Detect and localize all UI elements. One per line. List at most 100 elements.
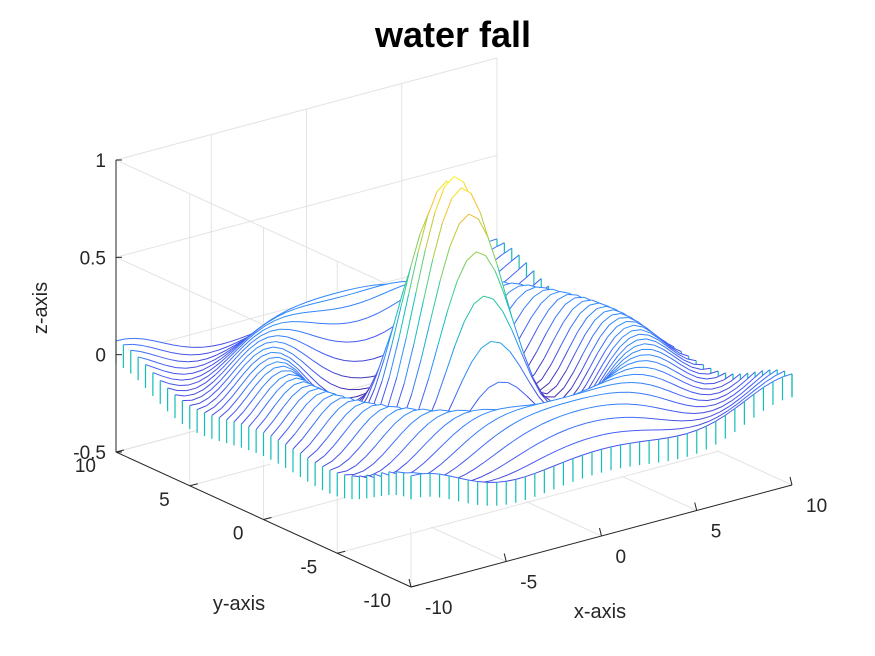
waterfall-segment [705,404,715,408]
waterfall-segment [650,332,661,340]
waterfall-segment [235,398,247,411]
waterfall-segment [347,399,358,403]
waterfall-segment [620,358,631,366]
waterfall-segment [485,255,496,272]
waterfall-segment [221,397,232,409]
waterfall-segment [262,376,273,388]
waterfall-segment [289,399,300,413]
waterfall-segment [410,233,421,268]
waterfall-segment [483,295,494,300]
waterfall-segment [750,376,761,386]
waterfall-segment [572,301,583,310]
waterfall-segment [423,453,434,464]
waterfall-segment [324,444,335,456]
waterfall-segment [247,373,258,386]
waterfall-segment [322,309,332,312]
waterfall-segment [461,361,473,381]
waterfall-segment [721,380,732,388]
waterfall-segment [461,187,472,194]
waterfall-segment [613,431,623,434]
waterfall-segment [524,413,535,419]
waterfall-segment [693,412,704,414]
waterfall-segment [237,385,249,399]
waterfall-segment [772,376,783,382]
waterfall-segment [679,363,690,371]
y-tick-label: -10 [364,591,391,612]
waterfall-segment [604,309,614,313]
waterfall-segment [374,331,385,337]
waterfall-segment [707,398,718,402]
waterfall-segment [287,415,298,430]
waterfall-segment [746,388,757,398]
waterfall-segment [535,401,546,406]
waterfall-segment [458,213,470,225]
waterfall-segment [309,431,320,445]
waterfall-segment [211,407,222,416]
waterfall-segment [257,322,268,330]
waterfall-segment [215,387,227,399]
waterfall-segment [548,432,559,439]
waterfall-segment [293,312,304,315]
waterfall-segment [605,417,616,420]
waterfall-segment [553,322,564,341]
waterfall-segment [550,290,561,296]
waterfall-segment [240,334,251,344]
waterfall-segment [494,242,505,248]
waterfall-segment [430,409,440,412]
waterfall-segment [543,406,554,411]
waterfall-segment [649,354,660,358]
waterfall-segment [736,396,747,405]
waterfall-segment [205,374,216,384]
waterfall-segment [511,330,523,354]
waterfall-segment [614,375,625,379]
waterfall-segment [286,308,296,313]
waterfall-segment [565,352,577,372]
waterfall-segment [296,377,307,382]
waterfall-segment [329,465,340,471]
waterfall-segment [278,309,289,316]
waterfall-segment [686,404,696,408]
waterfall-segment [326,292,337,297]
waterfall-segment [410,473,421,477]
waterfall-segment [160,380,170,385]
waterfall-segment [204,406,215,414]
waterfall-segment [422,408,433,412]
waterfall-segment [546,450,557,457]
waterfall-segment [260,330,271,337]
waterfall-segment [439,473,450,477]
waterfall-segment [616,369,627,375]
waterfall-segment [532,377,544,396]
waterfall-segment [509,254,520,263]
waterfall-segment [660,352,671,359]
waterfall-segment [687,372,698,378]
waterfall-segment [509,285,520,293]
waterfall-segment [282,348,293,355]
waterfall-segment [600,392,611,396]
waterfall-segment [254,348,265,357]
waterfall-segment [620,442,631,446]
waterfall-segment [547,299,559,311]
waterfall-segment [610,444,621,448]
waterfall-segment [774,370,785,377]
waterfall-segment [367,425,378,438]
waterfall-segment [132,343,143,347]
waterfall-segment [589,336,601,355]
waterfall-segment [595,350,606,368]
waterfall-segment [276,381,288,391]
waterfall-segment [297,368,308,380]
waterfall-segment [459,438,470,448]
waterfall-segment [701,367,711,370]
waterfall-segment [411,359,422,395]
waterfall-segment [243,398,254,413]
waterfall-segment [355,456,367,466]
y-tick-label: 0 [233,524,244,545]
waterfall-segment [502,441,513,449]
waterfall-segment [324,298,334,302]
waterfall-segment [345,287,356,292]
waterfall-segment [278,356,289,362]
waterfall-segment [574,296,585,299]
waterfall-segment [469,397,480,412]
waterfall-segment [265,341,276,344]
waterfall-segment [684,412,694,414]
